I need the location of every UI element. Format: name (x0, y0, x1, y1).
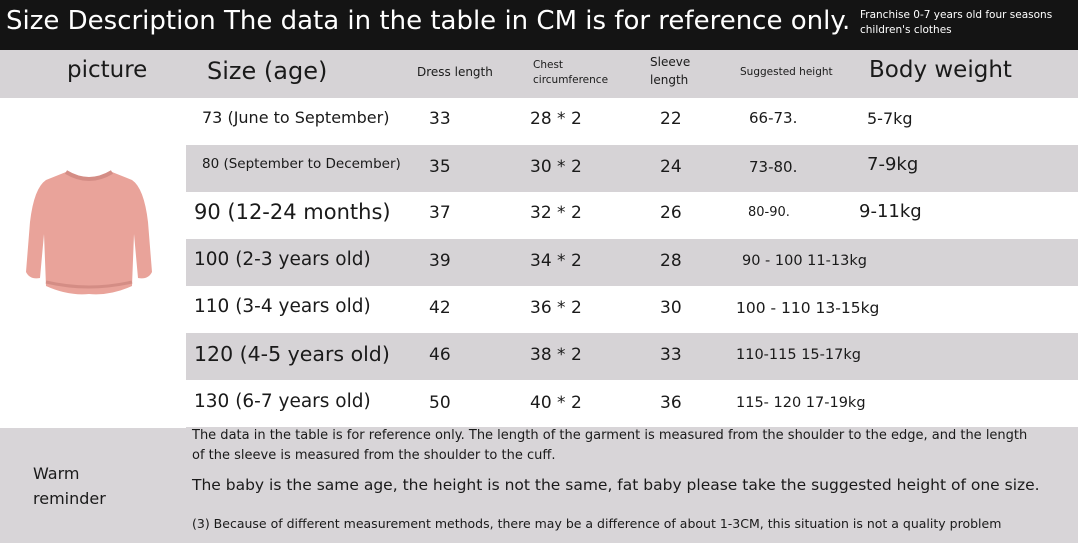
cell-dress-length: 42 (429, 298, 451, 318)
cell-height: 115- 120 17-19kg (736, 395, 866, 411)
col-header-size: Size (age) (207, 57, 328, 85)
col-header-height: Suggested height (740, 66, 833, 78)
cell-weight: 5-7kg (867, 109, 913, 128)
cell-height: 100 - 110 13-15kg (736, 299, 880, 317)
cell-weight: 7-9kg (867, 154, 919, 175)
cell-dress-length: 39 (429, 251, 451, 271)
col-header-chest-line-2: circumference (533, 74, 609, 86)
col-header-weight: Body weight (869, 57, 1012, 83)
cell-size: 80 (September to December) (202, 156, 401, 172)
cell-dress-length: 37 (429, 203, 451, 223)
brand-text: Franchise 0-7 years old four seasons chi… (860, 8, 1070, 38)
table-row: 130 (6-7 years old) 50 40 * 2 36 115- 12… (186, 380, 1078, 427)
cell-dress-length: 50 (429, 393, 451, 413)
title-bar: Size Description The data in the table i… (0, 0, 1078, 50)
product-picture-cell (0, 98, 186, 428)
cell-weight: 9-11kg (859, 201, 922, 222)
cell-chest: 36 * 2 (530, 298, 582, 318)
table-row: 100 (2-3 years old) 39 34 * 2 28 90 - 10… (186, 239, 1078, 286)
cell-dress-length: 46 (429, 345, 451, 365)
cell-sleeve: 36 (660, 393, 682, 413)
cell-height: 66-73. (749, 109, 798, 127)
col-header-chest: Chest circumference (533, 58, 608, 88)
warm-reminder-label: Warm reminder (33, 461, 143, 511)
reminder-note-height: The baby is the same age, the height is … (192, 476, 1040, 494)
cell-height: 90 - 100 11-13kg (742, 253, 867, 269)
cell-chest: 34 * 2 (530, 251, 582, 271)
cell-sleeve: 24 (660, 157, 682, 177)
cell-chest: 32 * 2 (530, 203, 582, 223)
table-row: 90 (12-24 months) 37 32 * 2 26 80-90. 9-… (186, 192, 1078, 239)
cell-chest: 40 * 2 (530, 393, 582, 413)
cell-height: 80-90. (748, 205, 790, 220)
col-header-sleeve-line-2: length (650, 73, 689, 87)
cell-chest: 38 * 2 (530, 345, 582, 365)
cell-height: 110-115 15-17kg (736, 347, 861, 363)
size-table-body: 73 (June to September) 33 28 * 2 22 66-7… (186, 98, 1078, 427)
reminder-note-difference: (3) Because of different measurement met… (192, 516, 1002, 531)
table-row: 80 (September to December) 35 30 * 2 24 … (186, 145, 1078, 192)
cell-sleeve: 33 (660, 345, 682, 365)
cell-sleeve: 30 (660, 298, 682, 318)
cell-size: 100 (2-3 years old) (194, 249, 371, 270)
reminder-note-measurement: The data in the table is for reference o… (192, 428, 1028, 463)
cell-size: 73 (June to September) (202, 108, 390, 127)
table-row: 110 (3-4 years old) 42 36 * 2 30 100 - 1… (186, 286, 1078, 333)
cell-size: 130 (6-7 years old) (194, 391, 371, 412)
cell-dress-length: 35 (429, 157, 451, 177)
table-header-row: picture Size (age) Dress length Chest ci… (0, 50, 1078, 98)
sweater-icon (26, 170, 152, 295)
col-header-picture: picture (67, 57, 148, 83)
warm-reminder-section: Warm reminder The data in the table is f… (0, 428, 1078, 543)
cell-size: 110 (3-4 years old) (194, 296, 371, 317)
cell-size: 90 (12-24 months) (194, 200, 391, 224)
col-header-chest-line-1: Chest (533, 59, 564, 71)
cell-dress-length: 33 (429, 109, 451, 129)
col-header-dress-length: Dress length (417, 65, 493, 79)
table-row: 120 (4-5 years old) 46 38 * 2 33 110-115… (186, 333, 1078, 380)
warm-reminder-line-2: reminder (33, 489, 106, 508)
warm-reminder-line-1: Warm (33, 464, 80, 483)
cell-chest: 30 * 2 (530, 157, 582, 177)
cell-sleeve: 22 (660, 109, 682, 129)
brand-line-2: children's clothes (860, 24, 952, 36)
cell-height: 73-80. (749, 158, 798, 176)
cell-chest: 28 * 2 (530, 109, 582, 129)
cell-sleeve: 28 (660, 251, 682, 271)
brand-line-1: Franchise 0-7 years old four seasons (860, 9, 1053, 21)
col-header-sleeve: Sleeve length (650, 53, 690, 89)
col-header-sleeve-line-1: Sleeve (650, 55, 691, 69)
page-title: Size Description The data in the table i… (6, 6, 851, 36)
table-row: 73 (June to September) 33 28 * 2 22 66-7… (186, 98, 1078, 145)
cell-sleeve: 26 (660, 203, 682, 223)
cell-size: 120 (4-5 years old) (194, 342, 390, 366)
